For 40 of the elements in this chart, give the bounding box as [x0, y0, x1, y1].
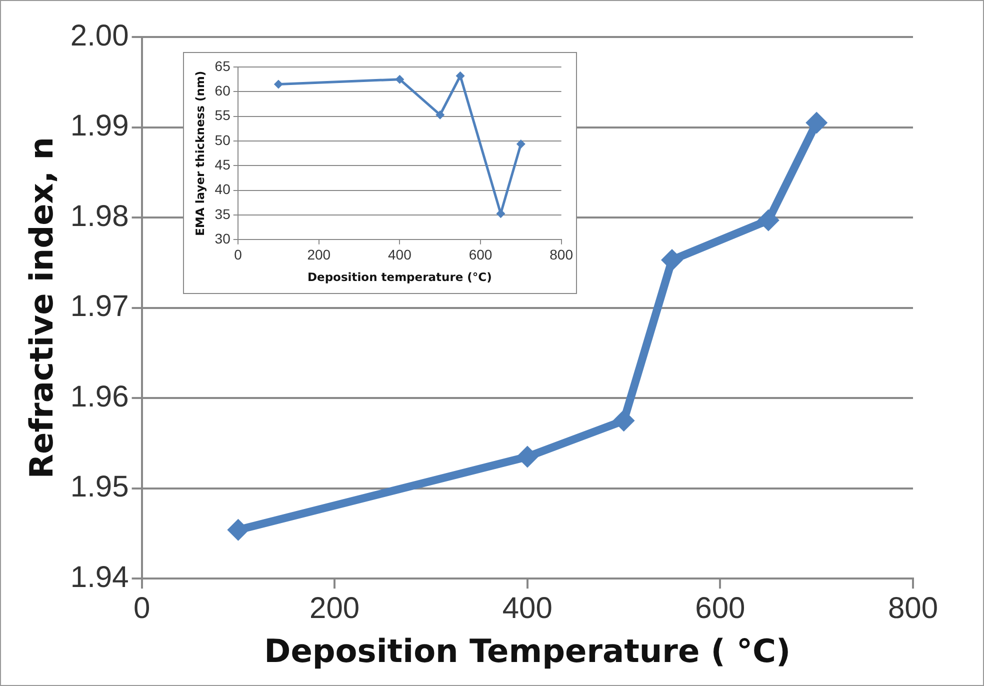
point: [395, 74, 404, 84]
y-tick-label: 1.99: [70, 110, 129, 143]
x-tick-label: 400: [502, 592, 552, 625]
y-tick-label: 30: [214, 230, 231, 247]
x-tick-label: 800: [888, 592, 938, 625]
y-axis-title: EMA layer thickness (nm): [192, 70, 207, 236]
y-tick-label: 60: [214, 82, 231, 99]
point: [757, 209, 780, 232]
y-tick-label: 2.00: [70, 19, 129, 52]
y-tick-label: 1.95: [70, 470, 129, 504]
y-axis-title: Refractive index, n: [22, 136, 61, 479]
point: [660, 248, 683, 271]
point: [806, 112, 828, 134]
y-tick-label: 35: [214, 206, 231, 222]
point: [274, 80, 283, 89]
x-axis-title: Deposition Temperature ( °C): [264, 632, 791, 670]
y-tick-label: 65: [214, 58, 231, 74]
point: [612, 410, 635, 432]
x-axis-title: Deposition temperature (°C): [307, 270, 492, 284]
y-tick-label: 45: [214, 156, 231, 173]
x-tick-label: 0: [234, 246, 242, 263]
point: [436, 110, 445, 120]
y-tick-label: 40: [214, 181, 231, 198]
point: [516, 139, 526, 148]
point: [456, 71, 465, 80]
y-tick-label: 1.98: [70, 200, 129, 233]
x-tick-label: 200: [310, 592, 360, 625]
point: [516, 446, 538, 468]
x-tick-label: 600: [695, 592, 746, 625]
y-tick-label: 50: [214, 132, 231, 148]
x-tick-label: 600: [468, 246, 492, 263]
point: [227, 518, 250, 541]
x-tick-label: 400: [388, 246, 412, 263]
y-tick-label: 55: [214, 107, 231, 124]
y-tick-label: 1.97: [70, 290, 129, 324]
x-tick-label: 800: [550, 246, 574, 263]
x-tick-label: 0: [133, 592, 150, 625]
y-tick-label: 1.96: [70, 380, 129, 414]
x-tick-label: 200: [307, 246, 331, 263]
y-tick-label: 1.94: [70, 560, 129, 594]
